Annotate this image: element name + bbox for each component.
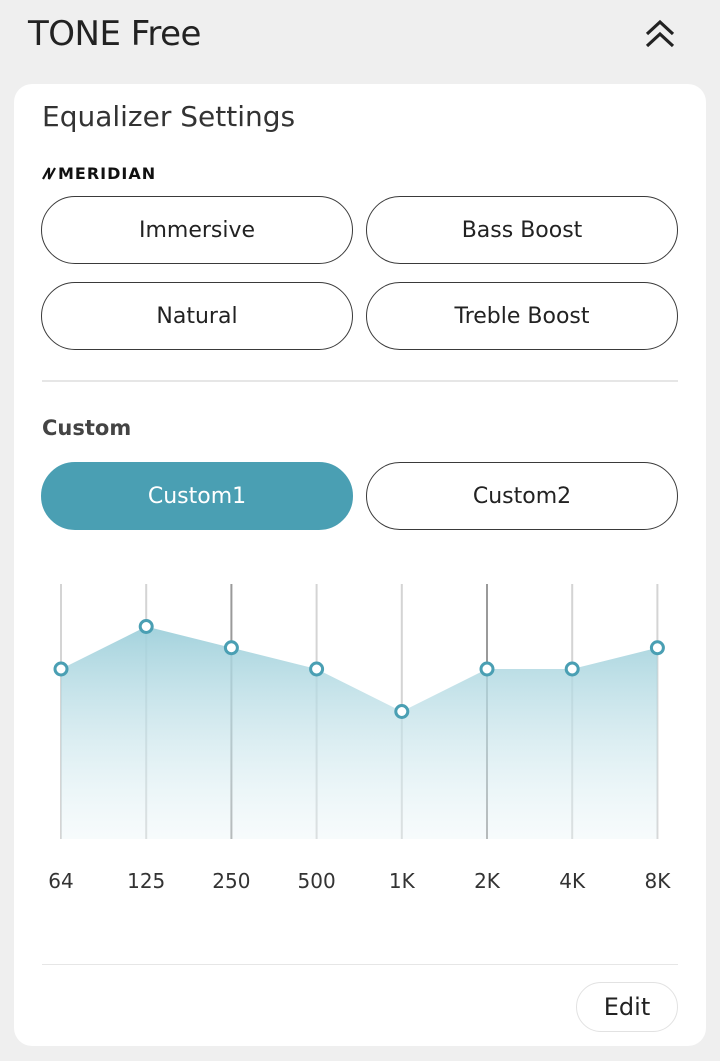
preset-immersive-button[interactable]: Immersive [41,196,353,264]
eq-point-2k[interactable] [479,661,495,677]
eq-band-label: 2K [474,869,501,893]
eq-point-125[interactable] [138,619,154,634]
equalizer-card: Equalizer Settings MERIDIAN Immersive Ba… [14,84,706,1046]
eq-band-label: 64 [48,869,73,893]
device-title: TONE Free [28,14,201,54]
eq-point-4k[interactable] [564,661,580,677]
eq-point-8k[interactable] [649,640,665,656]
meridian-logo: MERIDIAN [42,162,156,184]
preset-natural-button[interactable]: Natural [41,282,353,350]
preset-bass-boost-button[interactable]: Bass Boost [366,196,678,264]
meridian-logo-text: MERIDIAN [58,163,157,183]
meridian-mark-icon [42,167,56,180]
equalizer-settings-title: Equalizer Settings [42,100,296,133]
eq-band-label: 125 [127,869,165,893]
eq-band-label: 4K [559,869,586,893]
eq-point-500[interactable] [309,661,325,677]
eq-band-label: 500 [298,869,336,893]
preset-treble-boost-button[interactable]: Treble Boost [366,282,678,350]
custom1-button[interactable]: Custom1 [41,462,353,530]
eq-curve-area [61,626,658,839]
eq-band-label: 8K [644,869,671,893]
eq-point-1k[interactable] [394,704,410,719]
equalizer-chart: 64 125 250 500 1K 2K 4K 8K [48,584,671,893]
app-header: TONE Free [0,0,720,70]
custom2-button[interactable]: Custom2 [366,462,678,530]
bottom-divider [42,964,678,965]
double-chevron-up-icon [645,19,675,48]
eq-band-label: 250 [212,869,250,893]
eq-band-label: 1K [389,869,416,893]
eq-point-64[interactable] [53,661,69,677]
section-divider [42,380,678,382]
edit-button[interactable]: Edit [576,982,678,1032]
custom-section-title: Custom [42,416,132,440]
collapse-button[interactable] [636,10,684,58]
eq-point-250[interactable] [223,640,239,656]
